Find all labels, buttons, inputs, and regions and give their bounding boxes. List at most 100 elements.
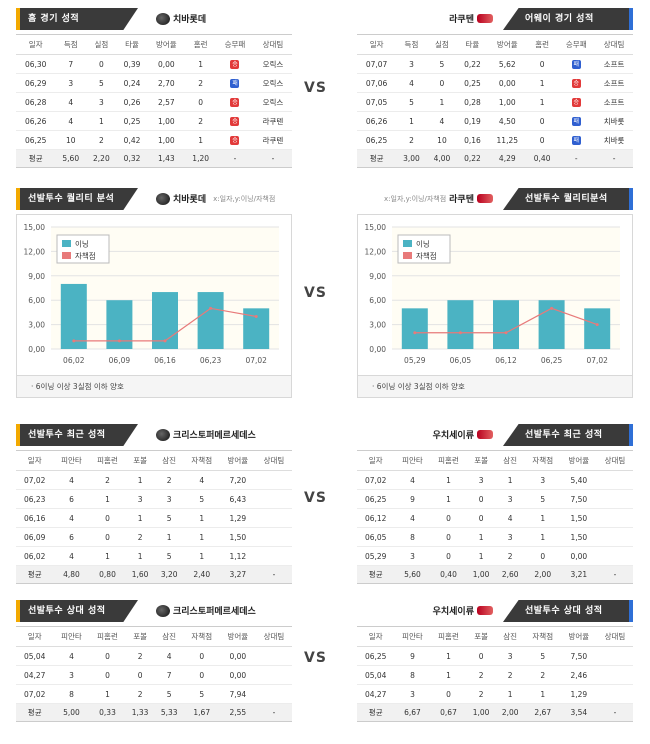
quality-footer-right: 6이닝 이상 3실점 이하 양호 (376, 382, 465, 391)
average-cell: 평균 (357, 703, 395, 722)
table-cell: 05,29 (357, 546, 395, 566)
average-cell: 평균 (357, 149, 397, 168)
table-cell: 2 (125, 646, 155, 666)
table-cell: 05,04 (16, 646, 54, 666)
result-badge: 승 (230, 98, 240, 107)
y-tick-label: 6,00 (28, 296, 45, 305)
column-header: 피홈런 (89, 626, 126, 647)
table-cell: 0 (526, 111, 558, 131)
average-cell: 1,33 (125, 703, 155, 722)
table-cell: 2 (466, 684, 496, 704)
table-row: 06,26 4 1 0,25 1,00 2 승 라쿠텐 (16, 111, 292, 131)
table-cell: 06,23 (16, 489, 54, 509)
legend-label-earned-runs: 자책점 (416, 251, 437, 261)
table-cell: 7,94 (219, 684, 256, 704)
table-cell: 8 (53, 684, 90, 704)
home-games-table: 일자 득점 실점 타율 방어율 홈런 승무패 상대팀 06,30 7 0 0,39 0,00 1 승 오릭스 0… (16, 34, 292, 168)
bar-innings (401, 308, 428, 349)
table-cell: 0 (430, 527, 467, 547)
table-cell: 6 (53, 489, 90, 509)
quality-footer-left: 6이닝 이상 3실점 이하 양호 (35, 382, 124, 391)
table-cell: 4 (426, 111, 458, 131)
table-cell: 0 (86, 54, 117, 74)
average-cell: 1,20 (185, 149, 216, 168)
point-earned-runs (504, 331, 508, 335)
column-header: 일자 (357, 626, 395, 647)
table-cell: 5,62 (487, 54, 527, 74)
team-logo-icon (477, 194, 493, 203)
average-row: 평균 4,80 0,80 1,60 3,20 2,40 3,27- (16, 565, 292, 584)
y-tick-label: 3,00 (28, 321, 45, 330)
column-header: 득점 (55, 34, 87, 55)
team-logo-icon (156, 12, 170, 25)
table-cell: 06,25 (357, 646, 395, 666)
quality-title-right: 선발투수 퀄리티분석 (503, 188, 633, 210)
table-cell: 1 (524, 508, 561, 528)
pitcher-opp-left: 선발투수 상대 성적 크리스토퍼메르세데스 일자 피안타 피홈런 포볼 삼진 자책점 방어율… (16, 600, 292, 722)
average-cell: - (596, 703, 633, 722)
table-cell: 0 (89, 646, 126, 666)
table-cell: 1 (86, 111, 117, 131)
table-cell: 8 (394, 527, 431, 547)
table-cell: 0,00 (219, 646, 256, 666)
table-cell: 06,26 (16, 111, 56, 131)
column-header: 일자 (16, 626, 54, 647)
column-header: 피안타 (53, 626, 90, 647)
table-cell: 0 (183, 646, 220, 666)
table-row: 06,05 8 0 1 3 1 1,50 (357, 527, 633, 547)
point-earned-runs (550, 306, 554, 310)
table-cell: 치바롯 (595, 130, 633, 150)
table-cell: 0 (89, 508, 126, 528)
column-header: 상대팀 (255, 626, 292, 647)
table-cell: 5 (154, 508, 184, 528)
table-cell (596, 646, 633, 666)
table-cell: 1,50 (219, 527, 256, 547)
average-cell: 3,27 (219, 565, 256, 584)
table-cell: 4 (154, 646, 184, 666)
table-cell: 7,50 (560, 489, 597, 509)
table-cell: 3 (86, 92, 117, 112)
table-cell: 1 (466, 546, 496, 566)
table-cell: 0,19 (457, 111, 488, 131)
column-header: 피안타 (53, 450, 90, 471)
table-row: 07,05 5 1 0,28 1,00 1 승 소프트 (357, 92, 633, 112)
quality-team-right: 라쿠텐 (449, 195, 474, 205)
average-cell: - (255, 703, 292, 722)
pitcher-recent-left: 선발투수 최근 성적 크리스토퍼메르세데스 일자 피안타 피홈런 포볼 삼진 자책점 방어율… (16, 424, 292, 584)
average-cell: 0,40 (526, 149, 558, 168)
table-cell: 06,25 (357, 489, 395, 509)
chart-axis-note: x:일자,y:이닝/자책점 (384, 194, 447, 203)
vs-label: VS (304, 650, 327, 666)
table-cell: 11,25 (487, 130, 527, 150)
table-cell: 1,00 (147, 111, 186, 131)
team-logo-icon (477, 14, 493, 23)
table-cell: 4 (396, 73, 427, 93)
column-header: 방어율 (560, 626, 597, 647)
table-cell: 1,12 (219, 546, 256, 566)
table-cell: 06,09 (16, 527, 54, 547)
y-tick-label: 3,00 (369, 321, 386, 330)
table-cell (596, 546, 633, 566)
average-cell: 2,60 (495, 565, 525, 584)
average-cell: 5,60 (394, 565, 431, 584)
average-cell: 5,60 (55, 149, 87, 168)
table-cell: 0 (526, 130, 558, 150)
average-cell: 0,33 (89, 703, 126, 722)
average-row: 평균 5,00 0,33 1,33 5,33 1,67 2,55- (16, 703, 292, 722)
column-header: 일자 (357, 450, 395, 471)
table-cell (596, 665, 633, 685)
table-cell: 1 (426, 92, 458, 112)
table-cell: 1 (185, 130, 216, 150)
pitcher-opp-table-left: 일자 피안타 피홈런 포볼 삼진 자책점 방어율 상대팀 05,04 4 0 2 4 0 0,00 04,27… (16, 626, 292, 722)
table-cell: 1 (430, 646, 467, 666)
table-cell: 4 (394, 470, 431, 490)
column-header: 방어율 (147, 34, 186, 55)
result-badge: 승 (230, 117, 240, 126)
table-cell (596, 489, 633, 509)
table-cell: 1,50 (560, 527, 597, 547)
table-cell: 5,40 (560, 470, 597, 490)
table-cell: 3 (154, 489, 184, 509)
table-row: 06,09 6 0 2 1 1 1,50 (16, 527, 292, 547)
y-tick-label: 9,00 (28, 272, 45, 281)
away-games-panel: 라쿠텐 어웨이 경기 성적 일자 득점 실점 타율 방어율 홈런 승무패 상대팀 07,07 3 5… (357, 8, 633, 168)
